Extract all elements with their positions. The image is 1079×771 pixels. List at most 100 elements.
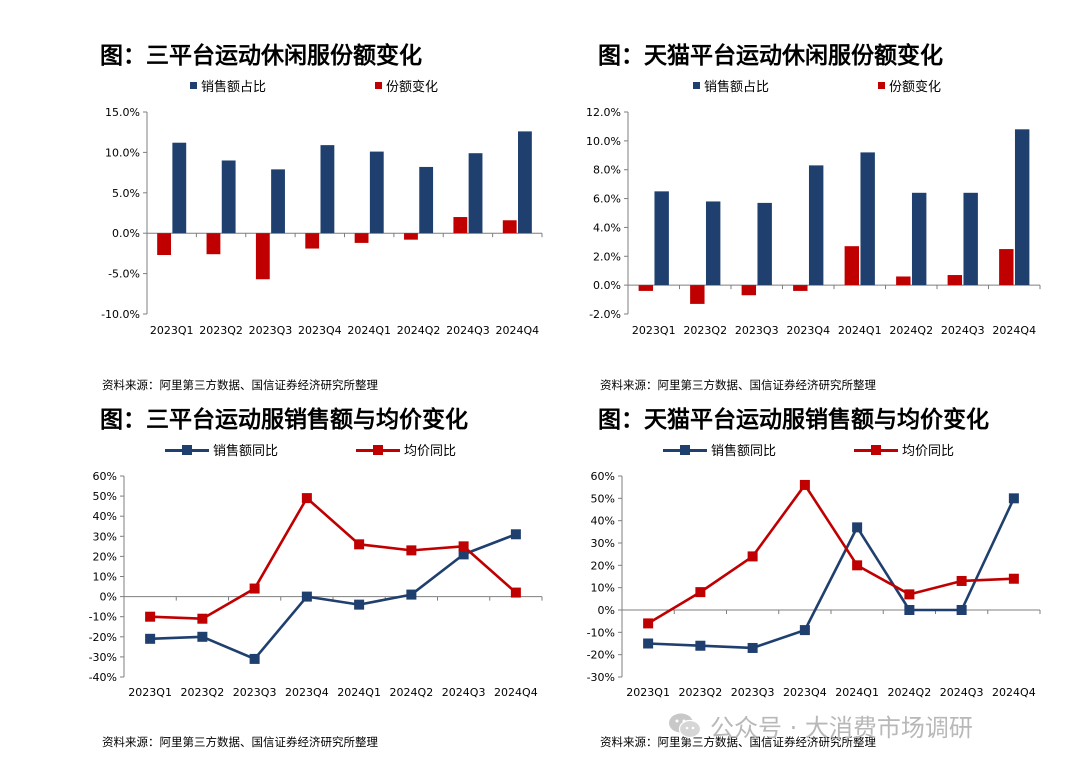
bar-sales-share xyxy=(369,151,384,234)
bar-share-change xyxy=(305,233,320,249)
bar-sales-share xyxy=(468,153,483,234)
y-tick-label: 20% xyxy=(93,550,117,563)
y-tick-label: 12.0% xyxy=(586,106,621,119)
y-tick-label: -40% xyxy=(89,671,117,684)
x-tick-label: 2024Q4 xyxy=(494,686,538,699)
series-line-price-yoy xyxy=(150,496,517,621)
point-price-yoy xyxy=(956,575,967,586)
bar-share-change xyxy=(453,217,468,234)
bar-sales-share xyxy=(808,165,824,286)
point-price-yoy xyxy=(799,479,810,490)
series-line-price-yoy xyxy=(647,483,1014,625)
point-sales-yoy xyxy=(354,599,365,610)
bar-sales-share xyxy=(757,202,772,286)
bar-sales-share xyxy=(911,192,927,286)
y-tick-label: 50% xyxy=(591,492,615,505)
bar-sales-share xyxy=(518,131,532,234)
series-line-sales-yoy xyxy=(150,533,517,661)
point-sales-yoy xyxy=(249,653,260,664)
x-tick-label: 2023Q2 xyxy=(181,686,225,699)
y-tick-label: -10.0% xyxy=(101,308,140,321)
point-price-yoy xyxy=(354,539,365,550)
bar-chart-plot: -2.0% 0.0% 2.0% 4.0% 6.0% 8.0% 10.0% 12.0% 2023Q… xyxy=(586,106,1041,337)
watermark: 公众号 · 大消费市场调研 xyxy=(668,708,973,743)
point-sales-yoy xyxy=(301,591,312,602)
point-sales-yoy xyxy=(904,605,915,615)
bar-sales-share xyxy=(860,152,875,286)
point-price-yoy xyxy=(852,560,863,571)
x-tick-label: 2024Q3 xyxy=(442,686,486,699)
bar-sales-share xyxy=(963,192,978,286)
chart-source: 资料来源：阿里第三方数据、国信证券经济研究所整理 xyxy=(600,378,876,392)
chart-title: 图：三平台运动服销售额与均价变化 xyxy=(100,407,468,433)
legend-line-swatch xyxy=(663,444,707,456)
y-tick-label: 6.0% xyxy=(593,193,621,206)
legend-item-series-1: 销售额同比 xyxy=(663,440,776,459)
y-tick-label: 30% xyxy=(591,537,615,550)
bar-share-change xyxy=(947,275,963,286)
y-tick-label: 10% xyxy=(93,571,117,584)
legend-item-series-2: 均价同比 xyxy=(854,440,954,459)
x-tick-label: 2023Q4 xyxy=(786,324,830,337)
bar-sales-share xyxy=(654,191,669,286)
point-sales-yoy xyxy=(695,640,706,651)
point-price-yoy xyxy=(301,493,312,504)
bar-share-change xyxy=(896,276,911,286)
x-tick-label: 2024Q4 xyxy=(992,686,1036,699)
bar-sales-share xyxy=(320,145,335,234)
y-tick-label: -30% xyxy=(587,671,615,684)
chart-source: 资料来源：阿里第三方数据、国信证券经济研究所整理 xyxy=(102,378,378,392)
y-tick-label: 20% xyxy=(591,559,615,572)
point-price-yoy xyxy=(458,541,469,552)
y-tick-label: 30% xyxy=(93,530,117,543)
legend-item-series-1: 销售额同比 xyxy=(165,440,278,459)
point-price-yoy xyxy=(904,589,915,600)
y-tick-label: 8.0% xyxy=(593,164,621,177)
bar-share-change xyxy=(844,246,860,286)
point-sales-yoy xyxy=(643,638,654,649)
legend-line-swatch xyxy=(854,444,898,456)
point-sales-yoy xyxy=(956,605,967,615)
chart-title: 图：天猫平台运动服销售额与均价变化 xyxy=(598,407,989,433)
bar-sales-share xyxy=(221,160,236,234)
x-tick-label: 2023Q2 xyxy=(683,324,727,337)
legend-label: 销售额占比 xyxy=(704,80,770,95)
legend-label: 份额变化 xyxy=(386,80,439,95)
x-tick-label: 2024Q4 xyxy=(992,324,1036,337)
bar-share-change xyxy=(638,285,654,291)
x-tick-label: 2024Q2 xyxy=(397,324,441,337)
y-tick-label: -5.0% xyxy=(108,268,140,281)
x-tick-label: 2023Q3 xyxy=(249,324,293,337)
point-sales-yoy xyxy=(145,633,156,644)
point-sales-yoy xyxy=(510,529,521,540)
y-tick-label: -10% xyxy=(89,611,117,624)
chart-source: 资料来源：阿里第三方数据、国信证券经济研究所整理 xyxy=(600,735,876,749)
point-price-yoy xyxy=(747,551,758,562)
point-sales-yoy xyxy=(406,589,417,600)
legend-label: 销售额同比 xyxy=(213,444,279,459)
x-tick-label: 2024Q3 xyxy=(941,324,985,337)
x-tick-label: 2023Q3 xyxy=(735,324,779,337)
x-tick-label: 2024Q2 xyxy=(889,324,933,337)
x-tick-label: 2024Q3 xyxy=(940,686,984,699)
y-tick-label: 10% xyxy=(591,582,615,595)
y-tick-label: 60% xyxy=(93,470,117,483)
bar-sales-share xyxy=(271,169,285,234)
x-tick-label: 2024Q1 xyxy=(337,686,381,699)
bar-share-change xyxy=(502,220,517,234)
x-tick-label: 2023Q4 xyxy=(285,686,329,699)
legend-line-swatch xyxy=(356,444,400,456)
y-tick-label: -2.0% xyxy=(589,308,621,321)
chart-panel-1: 图：三平台运动休闲服份额变化 销售额占比 份额变化 -10.0% -5.0% 0.0… xyxy=(100,36,620,406)
series-line-sales-yoy xyxy=(648,497,1016,650)
chart-panel-3: 图：三平台运动服销售额与均价变化 销售额同比 均价同比 -40% -30% -20%… xyxy=(89,400,620,770)
wechat-icon xyxy=(669,713,702,738)
bar-share-change xyxy=(999,249,1014,286)
x-tick-label: 2024Q3 xyxy=(446,324,490,337)
point-price-yoy xyxy=(643,618,654,629)
point-price-yoy xyxy=(145,611,156,622)
x-tick-label: 2023Q1 xyxy=(632,324,676,337)
y-tick-label: 50% xyxy=(93,490,117,503)
y-tick-label: 0% xyxy=(100,591,117,604)
legend-label: 份额变化 xyxy=(889,80,942,95)
